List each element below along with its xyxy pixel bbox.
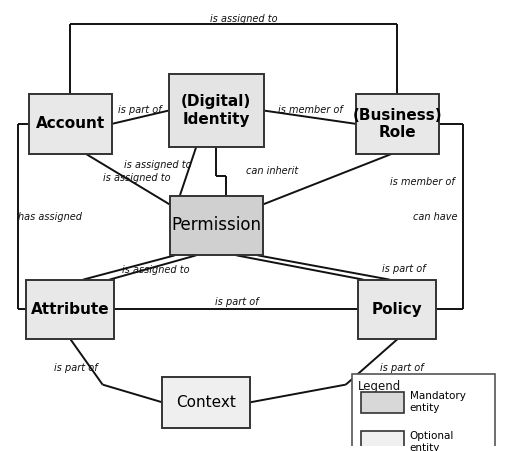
Text: Mandatory
entity: Mandatory entity — [410, 391, 466, 413]
Text: (Digital)
Identity: (Digital) Identity — [181, 94, 251, 127]
Text: can have: can have — [413, 212, 457, 221]
Text: is member of: is member of — [390, 177, 455, 188]
Text: is part of: is part of — [119, 105, 162, 115]
FancyBboxPatch shape — [170, 196, 263, 255]
FancyBboxPatch shape — [361, 391, 404, 413]
Text: Policy: Policy — [372, 302, 423, 317]
FancyBboxPatch shape — [162, 377, 250, 428]
Text: (Business)
Role: (Business) Role — [352, 108, 442, 140]
FancyBboxPatch shape — [168, 74, 264, 147]
FancyBboxPatch shape — [356, 94, 439, 154]
Text: is assigned to: is assigned to — [122, 265, 189, 276]
Text: is assigned to: is assigned to — [103, 173, 171, 183]
FancyBboxPatch shape — [29, 94, 112, 154]
FancyBboxPatch shape — [27, 280, 114, 339]
FancyBboxPatch shape — [358, 280, 436, 339]
Text: is part of: is part of — [54, 363, 97, 373]
Text: is part of: is part of — [382, 264, 425, 274]
Text: Permission: Permission — [171, 216, 261, 235]
Text: Optional
entity: Optional entity — [410, 431, 454, 451]
Text: Context: Context — [176, 395, 236, 410]
Text: Attribute: Attribute — [31, 302, 110, 317]
Text: has assigned: has assigned — [18, 212, 83, 221]
Text: is part of: is part of — [214, 296, 258, 307]
Text: can inherit: can inherit — [246, 166, 299, 176]
Text: Account: Account — [36, 116, 105, 131]
Text: is assigned to: is assigned to — [124, 160, 191, 170]
Text: is assigned to: is assigned to — [210, 14, 278, 23]
Text: is part of: is part of — [381, 363, 424, 373]
Text: Legend: Legend — [358, 380, 401, 393]
FancyBboxPatch shape — [352, 373, 495, 451]
Text: is member of: is member of — [278, 105, 342, 115]
FancyBboxPatch shape — [361, 432, 404, 451]
